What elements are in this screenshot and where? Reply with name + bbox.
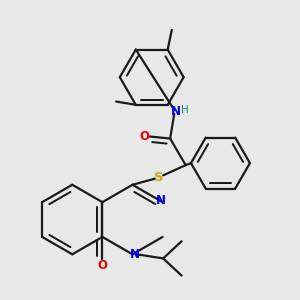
Text: N: N [171,106,181,118]
Text: H: H [181,105,188,115]
Text: S: S [154,171,164,184]
Text: O: O [140,130,150,143]
Text: N: N [130,248,140,261]
Text: N: N [156,194,166,207]
Text: O: O [98,259,107,272]
